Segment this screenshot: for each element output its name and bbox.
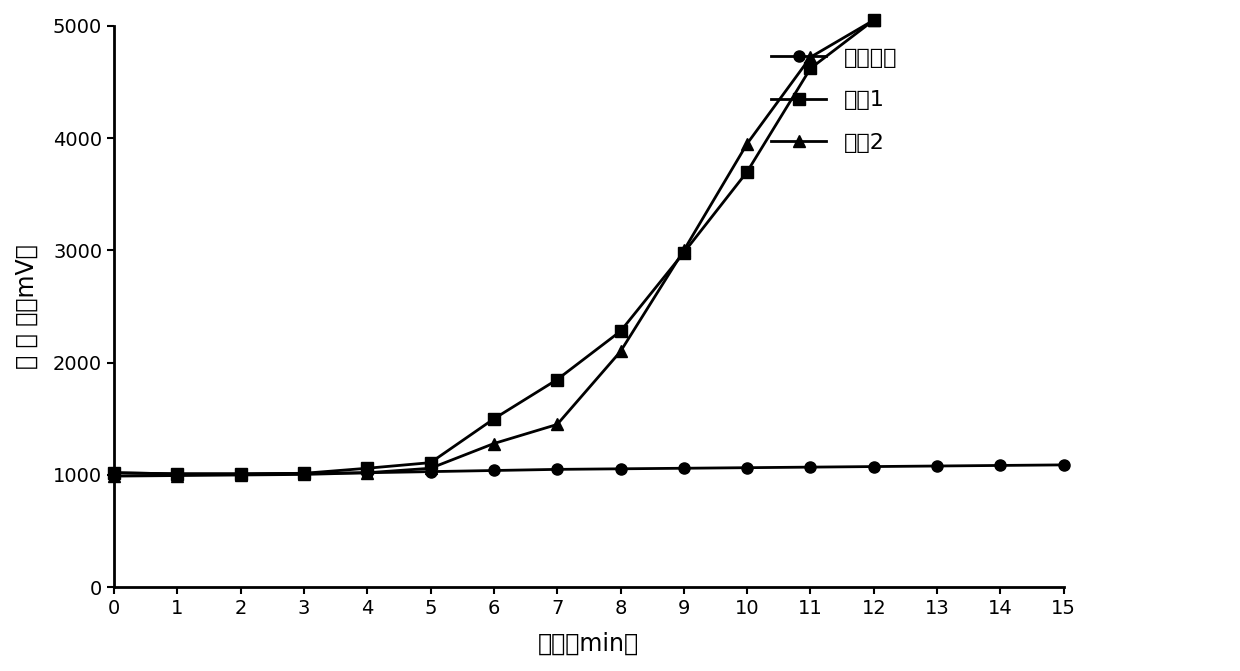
样本2 [296, 470, 311, 478]
样本2 [233, 471, 248, 479]
样本1 [107, 469, 122, 477]
Legend: 阴性对照, 样本1, 样本2: 阴性对照, 样本1, 样本2 [771, 48, 898, 152]
阴性对照 [740, 464, 755, 472]
阴性对照 [549, 466, 564, 474]
样本2 [676, 246, 691, 254]
阴性对照 [804, 463, 818, 471]
样本2 [867, 16, 882, 24]
阴性对照 [1056, 461, 1071, 469]
样本1 [233, 470, 248, 478]
阴性对照 [867, 462, 882, 470]
样本1 [360, 464, 374, 472]
阴性对照 [170, 470, 185, 478]
阴性对照 [486, 466, 501, 474]
样本1 [549, 376, 564, 384]
阴性对照 [423, 468, 438, 476]
样本1 [867, 16, 882, 24]
样本1 [170, 470, 185, 478]
样本1 [804, 64, 818, 72]
样本2 [740, 140, 755, 148]
样本2 [804, 53, 818, 61]
样本2 [486, 440, 501, 448]
X-axis label: 时间（min）: 时间（min） [538, 632, 640, 656]
Y-axis label: 荧 光 値（mV）: 荧 光 値（mV） [15, 244, 38, 369]
Line: 样本2: 样本2 [108, 15, 879, 482]
样本2 [613, 348, 627, 356]
Line: 阴性对照: 阴性对照 [108, 460, 1069, 479]
样本2 [170, 472, 185, 480]
阴性对照 [993, 462, 1008, 470]
样本1 [296, 469, 311, 477]
样本2 [360, 469, 374, 477]
样本1 [613, 327, 627, 336]
阴性对照 [107, 469, 122, 477]
阴性对照 [930, 462, 945, 470]
Line: 样本1: 样本1 [108, 15, 879, 479]
阴性对照 [613, 465, 627, 473]
样本1 [676, 248, 691, 256]
样本1 [486, 415, 501, 423]
阴性对照 [233, 470, 248, 478]
样本1 [740, 168, 755, 176]
阴性对照 [676, 464, 691, 472]
样本2 [549, 421, 564, 429]
样本1 [423, 458, 438, 466]
样本2 [423, 464, 438, 472]
样本2 [107, 472, 122, 480]
阴性对照 [360, 469, 374, 477]
阴性对照 [296, 469, 311, 477]
